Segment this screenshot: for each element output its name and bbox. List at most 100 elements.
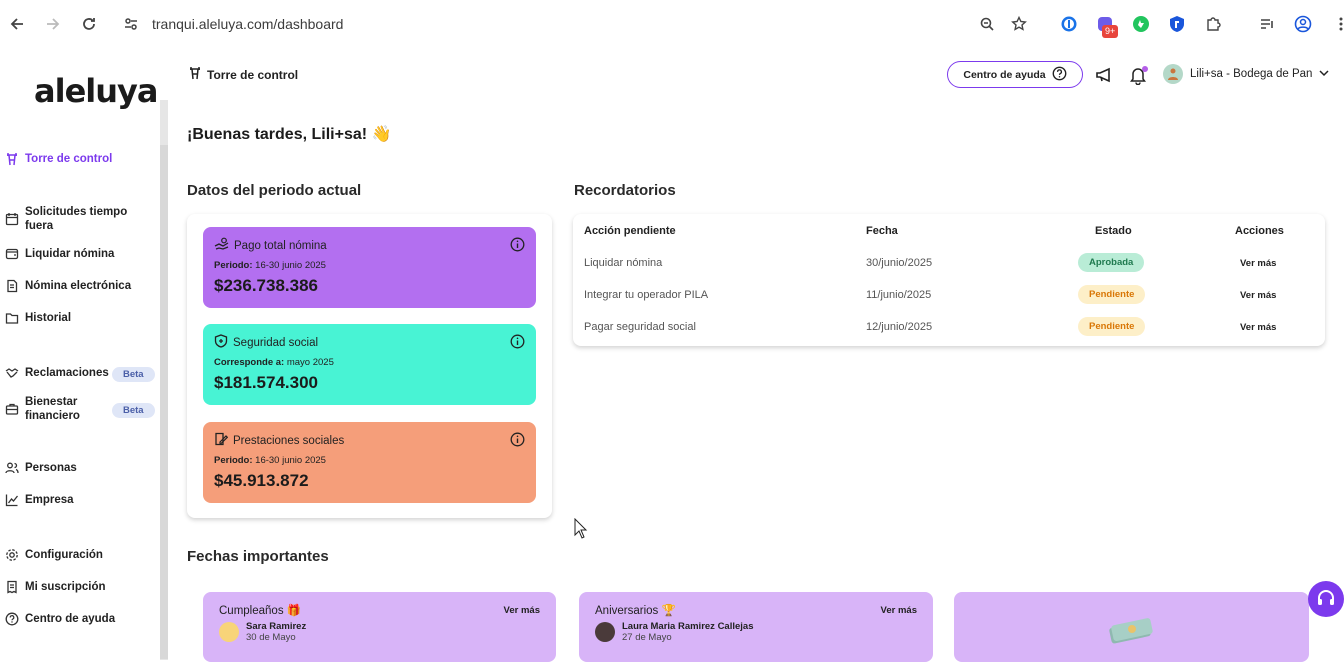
status-badge: Aprobada bbox=[1078, 253, 1145, 272]
reminders-section-title: Recordatorios bbox=[574, 182, 676, 199]
puzzle-icon[interactable] bbox=[1202, 13, 1224, 35]
money-hand-icon bbox=[214, 237, 229, 254]
sidebar-item-personas[interactable]: Personas bbox=[4, 460, 77, 475]
sidebar-item-configuracion[interactable]: Configuración bbox=[4, 547, 103, 562]
avatar bbox=[1163, 64, 1183, 84]
table-cell-date: 12/junio/2025 bbox=[866, 321, 933, 333]
shield-extension-icon[interactable] bbox=[1166, 13, 1188, 35]
bookmark-star-icon[interactable] bbox=[1008, 13, 1030, 35]
beta-badge: Beta bbox=[112, 403, 155, 418]
sidebar-item-label: Personas bbox=[25, 461, 77, 474]
stat-sub-label: Periodo: bbox=[214, 260, 253, 271]
sidebar-item-empresa[interactable]: Empresa bbox=[4, 492, 74, 507]
password-manager-icon[interactable] bbox=[1058, 13, 1080, 35]
stat-title: Pago total nómina bbox=[234, 239, 327, 252]
table-header: Fecha bbox=[866, 225, 898, 237]
help-center-label: Centro de ayuda bbox=[963, 68, 1046, 81]
sidebar-item-solicitudes[interactable]: Solicitudes tiempo fuera bbox=[4, 205, 135, 233]
status-badge: Pendiente bbox=[1078, 285, 1146, 304]
grammar-extension-icon[interactable] bbox=[1130, 13, 1152, 35]
person-date: 30 de Mayo bbox=[246, 632, 296, 643]
forward-icon[interactable] bbox=[42, 13, 64, 35]
sidebar-item-historial[interactable]: Historial bbox=[4, 310, 71, 325]
profile-icon[interactable] bbox=[1292, 13, 1314, 35]
table-cell-date: 11/junio/2025 bbox=[866, 289, 932, 301]
sidebar-scrollbar-thumb[interactable] bbox=[160, 145, 168, 659]
table-header: Acciones bbox=[1235, 225, 1284, 237]
sidebar-item-label: Mi suscripción bbox=[25, 580, 106, 593]
user-label: Lili+sa - Bodega de Pan bbox=[1190, 68, 1313, 80]
sidebar-item-label: Torre de control bbox=[25, 152, 113, 165]
period-section-title: Datos del periodo actual bbox=[187, 182, 362, 199]
app-logo[interactable]: aleluya bbox=[34, 72, 158, 110]
sidebar bbox=[0, 48, 172, 659]
user-menu[interactable]: Lili+sa - Bodega de Pan bbox=[1163, 64, 1329, 84]
browser-toolbar: tranqui.aleluya.com/dashboard 9+ bbox=[0, 0, 1344, 48]
calendar-icon bbox=[4, 212, 19, 227]
ver-mas-link[interactable]: Ver más bbox=[503, 605, 540, 616]
ver-mas-link[interactable]: Ver más bbox=[1240, 258, 1277, 269]
stat-sub-value: mayo 2025 bbox=[286, 357, 334, 368]
folder-icon bbox=[4, 310, 19, 325]
sidebar-item-label: Historial bbox=[25, 311, 72, 324]
stat-card-seguridad-social[interactable]: Seguridad social Corresponde a: mayo 202… bbox=[203, 324, 536, 405]
megaphone-icon[interactable] bbox=[1094, 64, 1116, 86]
person-date: 27 de Mayo bbox=[622, 632, 672, 643]
reload-icon[interactable] bbox=[78, 13, 100, 35]
question-icon bbox=[1052, 66, 1067, 84]
stat-title: Prestaciones sociales bbox=[233, 434, 345, 447]
address-bar[interactable]: tranqui.aleluya.com/dashboard bbox=[152, 16, 344, 32]
avatar bbox=[595, 622, 615, 642]
table-cell-action: Pagar seguridad social bbox=[584, 321, 696, 333]
chart-icon bbox=[4, 492, 19, 507]
card-title: Aniversarios 🏆 bbox=[595, 605, 676, 617]
info-icon[interactable] bbox=[510, 237, 525, 252]
site-settings-icon[interactable] bbox=[120, 13, 142, 35]
info-icon[interactable] bbox=[510, 432, 525, 447]
sidebar-item-label: Liquidar nómina bbox=[25, 247, 115, 260]
stat-value: $236.738.386 bbox=[214, 276, 318, 295]
stat-value: $181.574.300 bbox=[214, 373, 318, 392]
reminders-table bbox=[573, 214, 1325, 346]
bell-icon[interactable] bbox=[1127, 64, 1149, 86]
sidebar-item-torre-de-control[interactable]: Torre de control bbox=[4, 151, 112, 166]
edit-document-icon bbox=[214, 432, 229, 449]
support-chat-button[interactable] bbox=[1308, 581, 1344, 617]
stat-card-prestaciones[interactable]: Prestaciones sociales Periodo: 16-30 jun… bbox=[203, 422, 536, 503]
table-header: Estado bbox=[1095, 225, 1132, 237]
beta-badge: Beta bbox=[112, 367, 155, 382]
sidebar-item-reclamaciones[interactable]: Reclamaciones bbox=[4, 365, 109, 380]
sidebar-item-centro-de-ayuda[interactable]: Centro de ayuda bbox=[4, 611, 115, 626]
stat-sub-label: Corresponde a: bbox=[214, 357, 285, 368]
ver-mas-link[interactable]: Ver más bbox=[1240, 322, 1277, 333]
birthdays-card: Cumpleaños 🎁 Ver más Sara Ramirez 30 de … bbox=[203, 592, 556, 662]
info-icon[interactable] bbox=[510, 334, 525, 349]
sidebar-item-nomina-electronica[interactable]: Nómina electrónica bbox=[4, 278, 131, 293]
table-header: Acción pendiente bbox=[584, 225, 676, 237]
greeting-title: ¡Buenas tardes, Lili+sa! 👋 bbox=[187, 126, 392, 143]
shield-icon bbox=[214, 334, 228, 351]
people-icon bbox=[4, 460, 19, 475]
table-cell-action: Liquidar nómina bbox=[584, 257, 663, 269]
media-queue-icon[interactable] bbox=[1256, 13, 1278, 35]
sidebar-item-bienestar[interactable]: Bienestar financiero bbox=[4, 395, 95, 423]
status-badge: Pendiente bbox=[1078, 317, 1146, 336]
page-breadcrumb: Torre de control bbox=[188, 66, 298, 83]
menu-dots-icon[interactable] bbox=[1330, 13, 1344, 35]
handshake-icon bbox=[4, 365, 19, 380]
ver-mas-link[interactable]: Ver más bbox=[1240, 290, 1277, 301]
ver-mas-link[interactable]: Ver más bbox=[880, 605, 917, 616]
anniversaries-card: Aniversarios 🏆 Ver más Laura Maria Ramir… bbox=[579, 592, 933, 662]
help-center-button[interactable]: Centro de ayuda bbox=[947, 61, 1083, 88]
wallet-icon bbox=[4, 246, 19, 261]
zoom-icon[interactable] bbox=[976, 13, 998, 35]
important-dates-title: Fechas importantes bbox=[187, 548, 329, 565]
sidebar-item-label: Bienestar financiero bbox=[25, 396, 80, 422]
chevron-down-icon bbox=[1319, 68, 1329, 80]
receipt-icon bbox=[4, 579, 19, 594]
back-icon[interactable] bbox=[6, 13, 28, 35]
sidebar-item-mi-suscripcion[interactable]: Mi suscripción bbox=[4, 579, 106, 594]
sidebar-item-label: Centro de ayuda bbox=[25, 612, 116, 625]
sidebar-item-liquidar-nomina[interactable]: Liquidar nómina bbox=[4, 246, 114, 261]
stat-card-pago-total[interactable]: Pago total nómina Periodo: 16-30 junio 2… bbox=[203, 227, 536, 308]
